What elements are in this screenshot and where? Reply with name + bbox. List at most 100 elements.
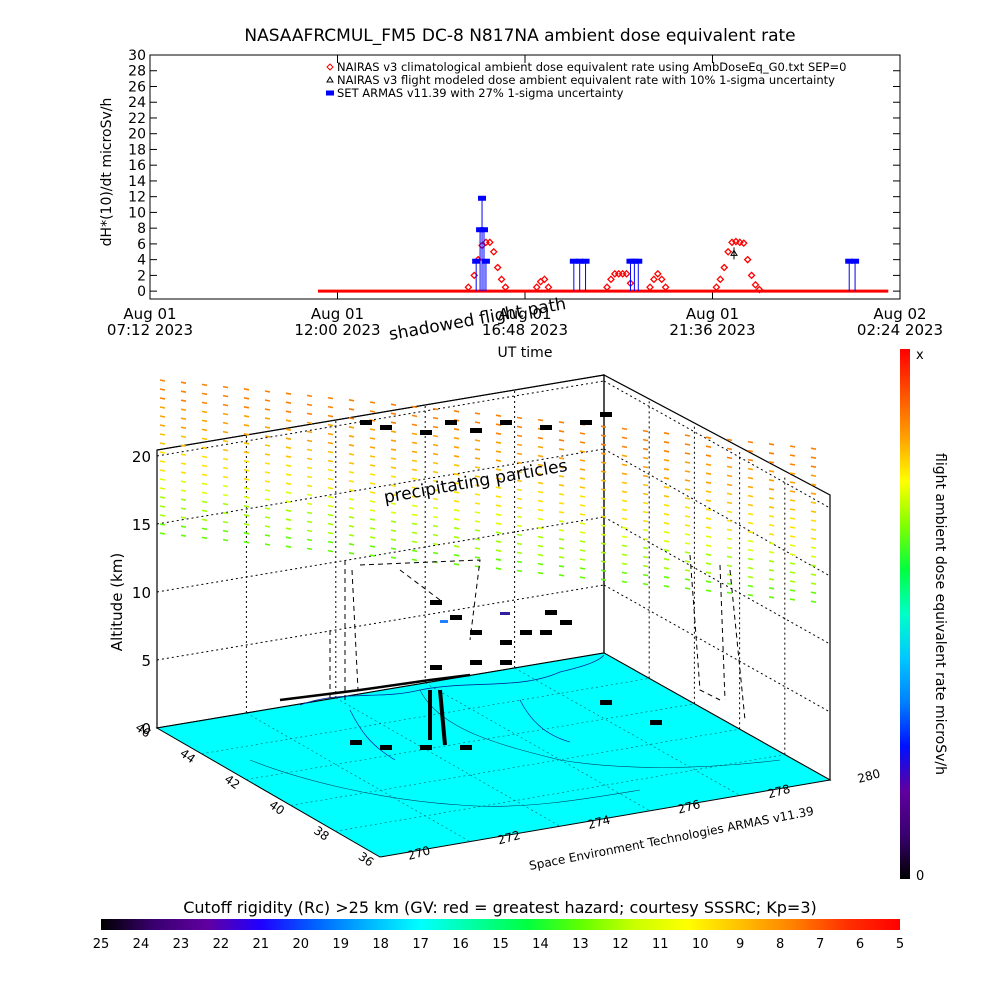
- flight-track-mark-dose: [500, 612, 510, 615]
- particle-mark: [411, 531, 418, 535]
- nairas-climatological-point: [540, 275, 549, 284]
- particle-mark: [432, 434, 439, 438]
- particle-mark: [747, 449, 754, 453]
- colorbar-tick-label: 20: [292, 937, 309, 952]
- particle-mark: [663, 432, 670, 435]
- particle-mark: [663, 477, 670, 480]
- particle-mark: [726, 555, 733, 559]
- particle-mark: [285, 437, 292, 440]
- particle-mark: [642, 555, 649, 559]
- x-tick-label-time: 16:48 2023: [482, 321, 568, 339]
- particle-mark: [306, 421, 313, 425]
- particle-mark: [222, 529, 229, 533]
- particle-mark: [474, 421, 481, 424]
- particle-mark: [600, 524, 607, 527]
- particle-mark: [264, 525, 271, 528]
- particle-mark: [264, 516, 271, 519]
- particle-mark: [474, 502, 481, 505]
- particle-mark: [726, 438, 733, 442]
- particle-mark: [705, 517, 712, 520]
- particle-mark: [642, 456, 649, 460]
- cutoff-rigidity-colorbar-ticks: 25 24 23 22 21 20 19 18 17 16 15 14 13 12 11 10 9 8 7 6 5: [93, 937, 904, 952]
- particle-mark: [495, 468, 502, 471]
- side-wall-gridline: [603, 380, 831, 509]
- particle-mark: [243, 388, 250, 391]
- particle-mark: [768, 542, 775, 545]
- dose-rate-colorbar-bottom-label: 0: [916, 869, 924, 884]
- particle-mark: [579, 576, 586, 579]
- flight-track-mark: [500, 640, 512, 645]
- particle-mark: [264, 453, 271, 456]
- timeseries-panel: NASAAFRCMUL_FM5 DC-8 N817NA ambient dose…: [99, 26, 943, 361]
- legend-symbol-triangle: [326, 76, 334, 83]
- particle-mark: [369, 554, 376, 557]
- particle-mark: [411, 513, 418, 517]
- colorbar-tick-label: 23: [173, 937, 190, 952]
- particle-mark: [432, 542, 439, 546]
- particle-mark: [747, 521, 754, 525]
- particle-mark: [390, 556, 397, 559]
- particle-mark: [327, 486, 334, 490]
- particle-mark: [390, 529, 397, 532]
- particle-mark: [432, 461, 439, 465]
- particle-mark: [726, 492, 733, 496]
- particle-mark: [390, 412, 397, 415]
- nairas-climatological-point: [657, 275, 666, 284]
- particle-mark: [327, 405, 334, 409]
- particle-mark: [768, 560, 775, 563]
- particle-mark: [768, 569, 775, 572]
- particle-mark: [726, 519, 733, 523]
- particle-mark: [558, 556, 565, 559]
- particle-mark: [348, 543, 355, 546]
- altitude-tick-label: 5: [141, 652, 151, 670]
- colorbar-tick-label: 10: [692, 937, 709, 952]
- particle-mark: [348, 444, 355, 447]
- particle-mark: [516, 560, 523, 564]
- map-gridline-lon: [335, 697, 561, 827]
- particle-mark: [264, 498, 271, 501]
- particle-mark: [768, 524, 775, 527]
- particle-mark: [600, 434, 607, 437]
- altitude-tick-label: 0: [141, 720, 151, 738]
- y-tick-label: 18: [128, 142, 146, 158]
- particle-mark: [810, 519, 817, 522]
- particle-mark: [789, 445, 796, 448]
- particle-mark: [516, 542, 523, 546]
- particle-mark: [285, 446, 292, 449]
- flight-track-mark: [430, 600, 442, 605]
- particle-mark: [432, 515, 439, 519]
- flight-track-mark: [520, 630, 532, 635]
- particle-mark: [222, 385, 229, 389]
- flight-track-mark: [540, 630, 552, 635]
- particle-mark: [663, 450, 670, 453]
- particle-mark: [453, 500, 460, 503]
- particle-mark: [390, 484, 397, 487]
- particle-mark: [558, 448, 565, 451]
- particle-mark: [642, 438, 649, 442]
- particle-mark: [327, 477, 334, 481]
- particle-mark: [264, 543, 271, 546]
- particle-mark: [348, 462, 355, 465]
- colorbar-tick-label: 17: [412, 937, 429, 952]
- armas-point: [479, 227, 488, 233]
- particle-mark: [474, 538, 481, 541]
- particle-mark: [789, 535, 796, 538]
- particle-mark: [558, 493, 565, 496]
- dose-rate-colorbar-title: flight ambient dose equivalent rate micr…: [932, 453, 948, 775]
- particle-mark: [180, 498, 187, 501]
- particle-mark: [600, 533, 607, 536]
- particle-mark: [579, 531, 586, 534]
- particle-mark: [201, 410, 208, 414]
- particle-mark: [747, 485, 754, 489]
- particle-mark: [327, 504, 334, 508]
- particle-mark: [642, 483, 649, 487]
- particle-mark: [180, 417, 187, 420]
- particle-mark: [558, 520, 565, 523]
- particle-mark: [348, 516, 355, 519]
- particle-mark: [264, 471, 271, 474]
- flight-track-mark: [470, 630, 482, 635]
- particle-mark: [726, 564, 733, 568]
- particle-mark: [264, 390, 271, 393]
- particle-mark: [516, 452, 523, 456]
